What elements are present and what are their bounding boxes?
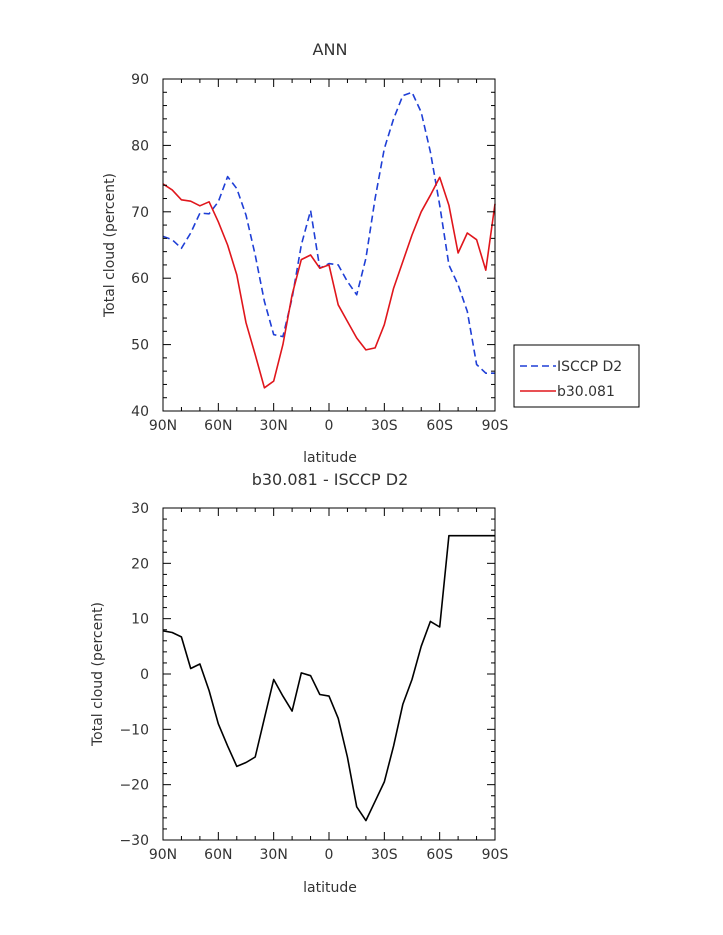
- y-axis-label-top: Total cloud (percent): [102, 173, 118, 318]
- y-tick-label: 30: [131, 501, 149, 517]
- panel-top: ANN 90N 60N 30N 0 30S 60S 90S 40 50 60 70 80 90 lati…: [102, 40, 640, 466]
- x-tick-label: 60S: [426, 847, 453, 863]
- y-tick-label: 40: [131, 404, 149, 420]
- y-tick-label: −10: [119, 722, 149, 738]
- x-axis-label-bottom: latitude: [303, 880, 357, 896]
- x-tick-label: 30N: [260, 418, 288, 434]
- x-tick-label: 90S: [482, 847, 509, 863]
- plot-area-top: [162, 91, 496, 389]
- y-tick-label: −30: [119, 833, 149, 849]
- y-tick-label: 70: [131, 205, 149, 221]
- y-axis-label-bottom: Total cloud (percent): [90, 602, 106, 747]
- y-tick-label: 60: [131, 271, 149, 287]
- y-tick-label: −20: [119, 778, 149, 794]
- chart-title-top: ANN: [313, 40, 348, 59]
- y-tick-label: 20: [131, 556, 149, 572]
- y-tick-label: 90: [131, 72, 149, 88]
- x-tick-label: 60N: [204, 418, 232, 434]
- x-tick-label: 60S: [426, 418, 453, 434]
- series-line-difference: [162, 534, 495, 822]
- panel-bottom: b30.081 - ISCCP D2 90N 60N 30N 0 30S 60S 90S 30…: [90, 470, 508, 896]
- y-tick-label: 10: [131, 612, 149, 628]
- x-tick-label: 0: [325, 847, 334, 863]
- chart-title-bottom: b30.081 - ISCCP D2: [252, 470, 409, 489]
- ticks-top: 90N 60N 30N 0 30S 60S 90S 40 50 60 70 80 90: [131, 72, 508, 434]
- x-tick-label: 90S: [482, 418, 509, 434]
- x-tick-label: 60N: [204, 847, 232, 863]
- legend-label-b30: b30.081: [557, 384, 615, 400]
- x-tick-label: 90N: [149, 418, 177, 434]
- y-tick-label: 50: [131, 338, 149, 354]
- x-tick-label: 30S: [371, 418, 398, 434]
- x-tick-label: 0: [325, 418, 334, 434]
- x-tick-label: 90N: [149, 847, 177, 863]
- x-tick-label: 30S: [371, 847, 398, 863]
- legend: ISCCP D2 b30.081: [513, 344, 640, 408]
- ticks-bottom: 90N 60N 30N 0 30S 60S 90S 30 20 10 0 −10 −20 −30: [119, 501, 508, 863]
- plot-frame-bottom: [162, 507, 496, 841]
- y-tick-label: 0: [140, 667, 149, 683]
- plot-area-bottom: [162, 534, 495, 822]
- x-tick-label: 30N: [260, 847, 288, 863]
- legend-label-isccp: ISCCP D2: [557, 359, 622, 375]
- series-line-b30-081: [162, 176, 496, 389]
- x-axis-label-top: latitude: [303, 450, 357, 466]
- legend-box: [513, 344, 640, 408]
- y-tick-label: 80: [131, 138, 149, 154]
- series-line-isccp-d2: [162, 91, 495, 375]
